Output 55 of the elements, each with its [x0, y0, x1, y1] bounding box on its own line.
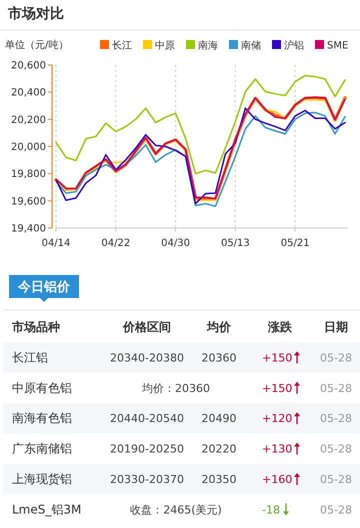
text: 长江铝: [12, 350, 48, 364]
x-tick-label: 05/21: [280, 238, 310, 249]
text: -18: [262, 503, 280, 516]
text: 20360: [202, 351, 236, 364]
x-tick-label: 04/22: [101, 238, 130, 249]
y-tick-label: 19,400: [11, 224, 46, 234]
y-tick-label: 20,000: [11, 142, 46, 153]
y-tick-label: 20,200: [11, 114, 46, 126]
chart-title: 市场对比: [7, 5, 64, 22]
category-label: 日期: [324, 320, 348, 334]
text: 广东南储铝: [12, 442, 72, 456]
text: 南海有色铝: [12, 411, 72, 426]
category-label: 涨跌: [267, 320, 293, 334]
x-tick-label: 04/14: [42, 238, 70, 249]
category-label: 市场品种: [11, 320, 60, 334]
text: +150: [262, 382, 292, 395]
text: 05-28: [320, 473, 352, 486]
y-axis-title: 单位（元/吨）: [5, 39, 68, 51]
category-label: 价格区间: [122, 320, 171, 334]
text: 20190-20250: [110, 442, 184, 456]
text: 上海现货铝: [12, 472, 72, 486]
x-tick-label: 04/30: [161, 238, 190, 249]
text: 收盘：2465(美元): [130, 503, 222, 516]
text: 20220: [202, 442, 236, 456]
legend-label: 长江: [112, 40, 132, 52]
y-tick-label: 20,400: [11, 88, 46, 99]
category-label: 均价: [206, 320, 232, 334]
text: +130: [262, 442, 292, 456]
text: 20490: [202, 412, 236, 426]
y-tick-label: 20,600: [11, 60, 46, 72]
text: 均价：20360: [142, 382, 210, 395]
y-tick-label: 19,600: [11, 196, 46, 208]
text: 今日铝价: [17, 280, 71, 295]
text: 20440-20540: [110, 412, 184, 426]
text: 中原有色铝: [12, 380, 72, 395]
legend-label: SME: [327, 40, 348, 52]
text: 20330-20370: [110, 473, 184, 486]
line-series: [55, 74, 346, 174]
legend-label: 中原: [155, 40, 175, 52]
y-tick-label: 19,800: [11, 169, 46, 180]
text: LmeS_铝3M: [12, 502, 82, 516]
text: +160: [262, 473, 292, 486]
text: 05-28: [320, 442, 352, 456]
text: +120: [262, 412, 292, 426]
text: 05-28: [320, 503, 352, 516]
text: 05-28: [320, 351, 352, 364]
legend-label: 南海: [198, 40, 218, 52]
text: +150: [262, 351, 292, 364]
text: 05-28: [320, 412, 352, 426]
text: 05-28: [320, 382, 352, 395]
text: 20340-20380: [110, 351, 184, 364]
text: 20350: [202, 473, 236, 486]
legend-label: 沪铝: [284, 40, 304, 52]
x-tick-label: 05/13: [220, 238, 250, 249]
legend-label: 南储: [241, 40, 261, 52]
